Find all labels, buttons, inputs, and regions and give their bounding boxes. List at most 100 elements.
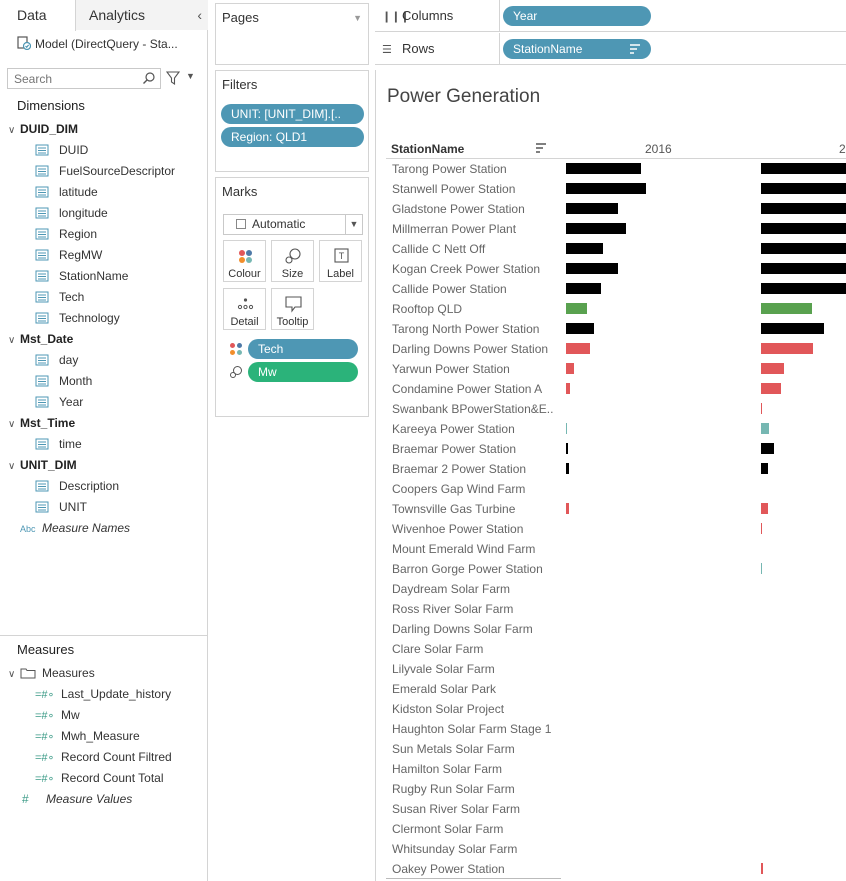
row-label[interactable]: Swanbank BPowerStation&E.. [392, 402, 554, 416]
row-label[interactable]: Townsville Gas Turbine [392, 502, 516, 516]
field-day[interactable]: day [35, 351, 78, 369]
bar-2016[interactable] [566, 363, 574, 374]
sort-descending-icon[interactable] [629, 42, 641, 56]
field-longitude[interactable]: longitude [35, 204, 108, 222]
bar-2017[interactable] [761, 243, 846, 254]
bar-2017[interactable] [761, 283, 846, 294]
field-time[interactable]: time [35, 435, 82, 453]
bar-2017[interactable] [761, 223, 846, 234]
bar-2017[interactable] [761, 863, 763, 874]
filters-card[interactable]: Filters UNIT: [UNIT_DIM].[.. Region: QLD… [215, 70, 369, 172]
folder-duid-dim[interactable]: ∨ DUID_DIM [8, 122, 78, 136]
column-header-2016[interactable]: 2016 [645, 142, 672, 156]
row-label[interactable]: Tarong North Power Station [392, 322, 540, 336]
field-stationname[interactable]: StationName [35, 267, 128, 285]
bar-2016[interactable] [566, 203, 618, 214]
field-record-count-filtred[interactable]: =#∘ Record Count Filtred [35, 748, 172, 766]
column-header-2017[interactable]: 2 [839, 142, 846, 156]
search-input[interactable] [8, 69, 138, 88]
tooltip-button[interactable]: Tooltip [271, 288, 314, 330]
bar-2016[interactable] [566, 183, 646, 194]
row-label[interactable]: Rugby Run Solar Farm [392, 782, 515, 796]
bar-2017[interactable] [761, 263, 846, 274]
bar-2016[interactable] [566, 283, 601, 294]
bar-2017[interactable] [761, 523, 762, 534]
field-fuelsourcedescriptor[interactable]: FuelSourceDescriptor [35, 162, 175, 180]
folder-measures[interactable]: ∨ Measures [8, 664, 95, 682]
row-label[interactable]: Millmerran Power Plant [392, 222, 517, 236]
bar-2017[interactable] [761, 563, 762, 574]
row-label[interactable]: Callide C Nett Off [392, 242, 486, 256]
row-label[interactable]: Hamilton Solar Farm [392, 762, 503, 776]
filter-icon[interactable] [166, 71, 180, 85]
field-regmw[interactable]: RegMW [35, 246, 102, 264]
bar-2016[interactable] [566, 423, 567, 434]
collapse-pane-icon[interactable]: ‹ [197, 7, 202, 23]
row-label[interactable]: Darling Downs Power Station [392, 342, 549, 356]
bar-2017[interactable] [761, 303, 812, 314]
row-label[interactable]: Susan River Solar Farm [392, 802, 521, 816]
field-duid[interactable]: DUID [35, 141, 88, 159]
pages-card[interactable]: Pages ▼ [215, 3, 369, 65]
tab-analytics[interactable]: Analytics [76, 0, 208, 30]
field-record-count-total[interactable]: =#∘ Record Count Total [35, 769, 164, 787]
chevron-down-icon[interactable]: ▼ [353, 13, 362, 23]
bar-2016[interactable] [566, 223, 626, 234]
mark-type-select[interactable]: Automatic ▼ [223, 214, 363, 235]
label-button[interactable]: T Label [319, 240, 362, 282]
row-label[interactable]: Wivenhoe Power Station [392, 522, 524, 536]
row-label[interactable]: Clermont Solar Farm [392, 822, 504, 836]
field-mwh-measure[interactable]: =#∘ Mwh_Measure [35, 727, 140, 745]
bar-2017[interactable] [761, 163, 846, 174]
row-label[interactable]: Lilyvale Solar Farm [392, 662, 495, 676]
field-year[interactable]: Year [35, 393, 83, 411]
filter-pill-region[interactable]: Region: QLD1 [221, 127, 364, 147]
row-label[interactable]: Daydream Solar Farm [392, 582, 511, 596]
row-label[interactable]: Mount Emerald Wind Farm [392, 542, 536, 556]
size-button[interactable]: Size [271, 240, 314, 282]
field-technology[interactable]: Technology [35, 309, 120, 327]
chevron-down-icon[interactable]: ▼ [186, 71, 195, 81]
bar-2017[interactable] [761, 423, 769, 434]
field-unit[interactable]: UNIT [35, 498, 87, 516]
search-icon[interactable] [142, 71, 156, 85]
field-latitude[interactable]: latitude [35, 183, 98, 201]
row-label[interactable]: Coopers Gap Wind Farm [392, 482, 526, 496]
colour-button[interactable]: Colour [223, 240, 266, 282]
columns-shelf[interactable]: ❙❙❙Columns Year [375, 0, 846, 32]
bar-2017[interactable] [761, 503, 768, 514]
row-label[interactable]: Braemar Power Station [392, 442, 517, 456]
bar-2016[interactable] [566, 383, 570, 394]
bar-2017[interactable] [761, 343, 813, 354]
row-label[interactable]: Yarwun Power Station [392, 362, 510, 376]
row-label[interactable]: Kidston Solar Project [392, 702, 505, 716]
bar-2017[interactable] [761, 463, 768, 474]
folder-mst-date[interactable]: ∨ Mst_Date [8, 332, 73, 346]
field-region[interactable]: Region [35, 225, 97, 243]
columns-pill-year[interactable]: Year [503, 6, 651, 26]
row-label[interactable]: Clare Solar Farm [392, 642, 484, 656]
row-label[interactable]: Kareeya Power Station [392, 422, 515, 436]
row-header-stationname[interactable]: StationName [391, 142, 465, 156]
bar-2016[interactable] [566, 343, 590, 354]
mark-pill-tech[interactable]: Tech [248, 339, 358, 359]
bar-2016[interactable] [566, 263, 618, 274]
bar-2017[interactable] [761, 183, 846, 194]
bar-2017[interactable] [761, 323, 824, 334]
field-measure-values[interactable]: # Measure Values [22, 790, 132, 808]
row-label[interactable]: Whitsunday Solar Farm [392, 842, 518, 856]
row-label[interactable]: Rooftop QLD [392, 302, 463, 316]
row-label[interactable]: Oakey Power Station [392, 862, 505, 876]
field-measure-names[interactable]: Abc Measure Names [20, 519, 130, 537]
bar-2016[interactable] [566, 323, 594, 334]
row-label[interactable]: Braemar 2 Power Station [392, 462, 527, 476]
tab-data[interactable]: Data [0, 0, 76, 31]
row-label[interactable]: Kogan Creek Power Station [392, 262, 541, 276]
folder-unit-dim[interactable]: ∨ UNIT_DIM [8, 458, 77, 472]
field-tech[interactable]: Tech [35, 288, 84, 306]
row-label[interactable]: Barron Gorge Power Station [392, 562, 543, 576]
row-label[interactable]: Haughton Solar Farm Stage 1 [392, 722, 552, 736]
detail-button[interactable]: Detail [223, 288, 266, 330]
row-label[interactable]: Darling Downs Solar Farm [392, 622, 533, 636]
bar-2016[interactable] [566, 163, 641, 174]
